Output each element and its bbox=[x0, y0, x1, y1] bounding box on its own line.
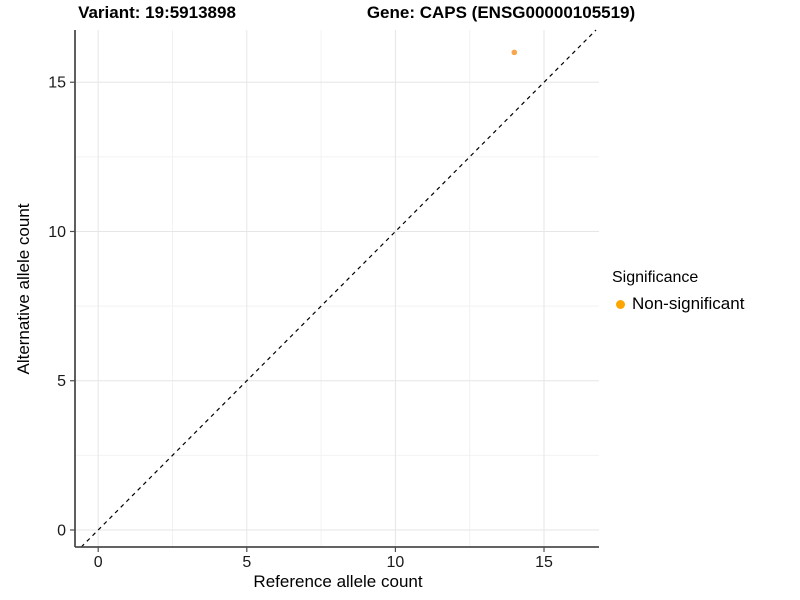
legend-title: Significance bbox=[612, 269, 699, 286]
data-point bbox=[511, 49, 518, 56]
y-tick-label: 15 bbox=[48, 75, 66, 92]
legend-item-label: Non-significant bbox=[632, 294, 745, 313]
legend: Significance Non-significant bbox=[612, 269, 744, 314]
y-tick-label: 0 bbox=[57, 522, 66, 539]
gene-title: Gene: CAPS (ENSG00000105519) bbox=[366, 3, 636, 22]
y-axis-title: Alternative allele count bbox=[14, 203, 33, 375]
legend-point-icon bbox=[616, 299, 625, 309]
x-tick-label: 15 bbox=[535, 554, 553, 571]
y-tick-label: 10 bbox=[48, 224, 66, 241]
identity-line bbox=[80, 29, 597, 548]
x-axis-title: Reference allele count bbox=[253, 572, 423, 591]
y-tick-label: 5 bbox=[57, 373, 66, 390]
x-tick-label: 10 bbox=[387, 554, 405, 571]
x-tick-label: 5 bbox=[242, 554, 251, 571]
x-tick-label: 0 bbox=[94, 554, 103, 571]
variant-title: Variant: 19:5913898 bbox=[78, 3, 236, 22]
legend-item-non-significant: Non-significant bbox=[612, 294, 744, 314]
